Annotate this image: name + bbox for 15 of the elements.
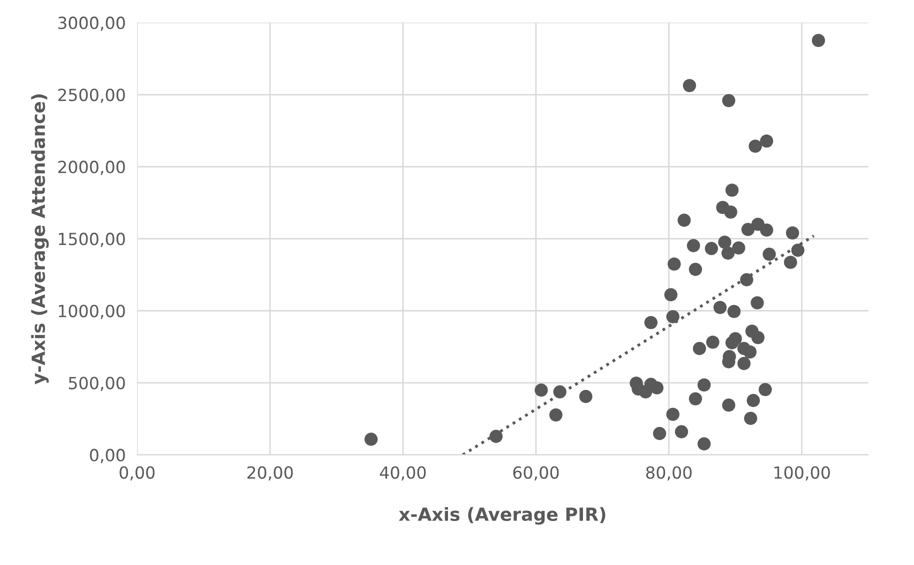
x-tick-label: 20,00	[247, 466, 293, 481]
y-tick-label: 2500,00	[58, 88, 125, 103]
x-tick-label: 40,00	[380, 466, 426, 481]
y-axis-title: y-Axis (Average Attendance)	[31, 94, 49, 384]
x-tick-label: 0,00	[120, 466, 155, 481]
x-tick-label: 100,00	[774, 466, 830, 481]
x-tick-label: 60,00	[513, 466, 559, 481]
y-tick-label: 1000,00	[58, 304, 125, 320]
y-tick-label: 3000,00	[58, 16, 125, 31]
y-tick-label: 0,00	[90, 448, 125, 464]
y-tick-label: 2000,00	[58, 160, 125, 175]
x-axis-title: x-Axis (Average PIR)	[398, 507, 606, 525]
x-tick-label: 80,00	[646, 466, 692, 481]
y-tick-label: 1500,00	[58, 232, 125, 247]
y-tick-label: 500,00	[68, 376, 125, 392]
